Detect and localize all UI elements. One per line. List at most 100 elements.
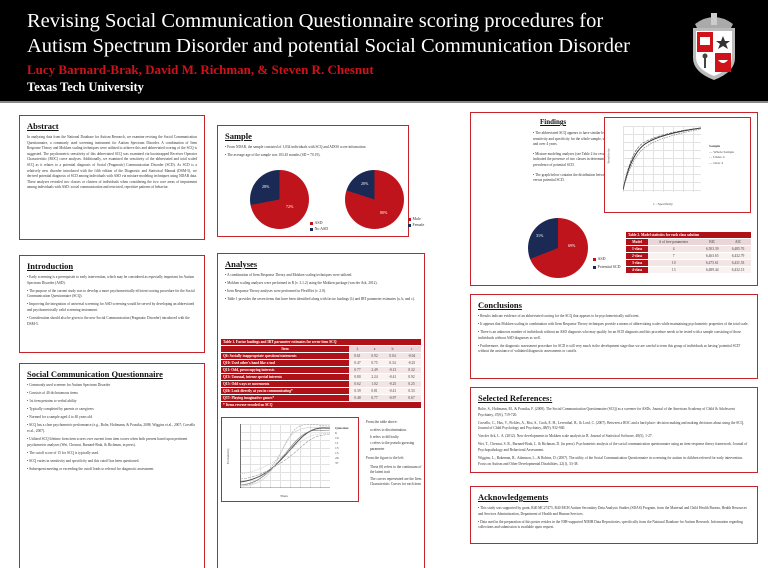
roc-ylabel: Sensitivity [606, 148, 611, 164]
scq-bullet: • Utilized SCQ lifetime form item scores… [27, 437, 188, 447]
value-cell: 0.77 [366, 395, 383, 401]
table2-header: BIC [699, 239, 726, 245]
table2-header: Model [626, 239, 649, 245]
table-row: Q10: Used other's hand like a tool 0.47 … [221, 360, 421, 366]
introduction-section: Introduction • Early screening is a prer… [19, 255, 205, 353]
value-cell: 6,432.13 [725, 267, 751, 273]
roc-legend-title: Sample [709, 144, 721, 148]
acknowledgements-section: Acknowledgements • This study was suppor… [470, 486, 758, 544]
value-cell: 0.77 [349, 367, 366, 373]
table1-header: Item [221, 346, 349, 352]
sample-section: Sample • From NDAR, the sample consisted… [217, 125, 409, 237]
notes-from-figure: From the figure to the left: [366, 456, 405, 461]
item-cell: Q13: Unusual, intense special interests [221, 374, 349, 380]
pie1-major-label: 72% [286, 204, 294, 209]
legend-swatch [408, 223, 411, 227]
intro-bullet: • The purpose of the current study was t… [27, 288, 195, 299]
value-cell: 0.34 [383, 360, 402, 366]
value-cell: -0.04 [401, 353, 421, 359]
scq-bullet: • Commonly used screener for Autism Spec… [27, 383, 111, 387]
institution: Texas Tech University [27, 80, 144, 94]
note-item: The curves represented are the Item Char… [370, 476, 422, 487]
value-cell: 2.49 [366, 367, 383, 373]
roc-legend-item: Over 4 [713, 160, 723, 165]
table-row: Q37: Playing imaginative games* 0.48 0.7… [221, 395, 421, 401]
scq-bullet: • 1st item pertains to verbal ability [27, 399, 77, 404]
roc-legend-item: Under 4 [713, 155, 725, 159]
value-cell: -0.41 [383, 388, 402, 394]
analyses-bullet: • Table 1 provides the seven items that … [225, 297, 415, 302]
pie1-legend: ASD No ASD [310, 220, 328, 232]
value-cell: 10 [648, 260, 700, 266]
value-cell: 6,503.39 [699, 246, 726, 252]
icc-legend-item: 15 [335, 451, 339, 455]
value-cell: -0.13 [383, 367, 402, 373]
reference-item: Wei, T., Chesnut, S. R., Barnard-Brak, L… [478, 442, 748, 453]
value-cell: 0.33 [401, 388, 421, 394]
roc-xlabel: 1 - Specificity [653, 202, 673, 206]
legend-label: ASD [597, 256, 606, 261]
value-cell: 0.47 [349, 360, 366, 366]
reference-item: Van der Ark, L. A. (2012). New developme… [478, 434, 653, 439]
legend-swatch [310, 221, 313, 225]
scq-bullet: • The cutoff score of 15 for SCQ is typi… [27, 450, 100, 455]
legend-label: Male [412, 216, 421, 221]
table2-header: AIC [725, 239, 751, 245]
intro-bullet: • Consideration should also be given to … [27, 316, 190, 326]
scd-pie-chart [528, 218, 588, 278]
icc-legend-item: 13 [335, 446, 339, 450]
analyses-section: Analyses • A combination of Item Respons… [217, 253, 425, 568]
icc-legend-item: 37 [335, 461, 339, 465]
value-cell: 0.25 [401, 381, 421, 387]
table1: Table 1. Factor loadings and IRT paramet… [221, 338, 421, 409]
table-row: 3-class 10 6,475.61 6,431.53 [626, 260, 751, 266]
scq-bullet: • SCQ varies in sensitivity and specific… [27, 458, 140, 463]
value-cell: 0.04 [383, 353, 402, 359]
header-divider [0, 101, 768, 103]
analyses-bullet: • A combination of Item Response Theory … [225, 273, 353, 277]
abstract-section: Abstract In analyzing data from the Nati… [19, 115, 205, 240]
scq-bullet: • Subsequent meeting or exceeding the cu… [27, 467, 155, 472]
scq-bullet: • SCQ has a clear psychometric performan… [27, 423, 196, 434]
value-cell: -0.25 [383, 381, 402, 387]
sample-bullet: • From NDAR, the sample consisted of 1,0… [225, 145, 367, 149]
table2-caption: Table 2. Model statistics for each class… [626, 232, 751, 238]
sample-bullet: • The average age of the sample was 103.… [225, 153, 321, 158]
icc-ylabel: Probability [225, 448, 230, 464]
legend-swatch [593, 265, 596, 269]
authors: Lucy Barnard-Brak, David M. Richman, & S… [27, 62, 374, 77]
table-row: Q13: Unusual, intense special interests … [221, 374, 421, 380]
value-cell: 0.92 [401, 374, 421, 380]
icc-xlabel: Theta [280, 494, 288, 498]
table1-footnote: * Items reverse-recoded on SCQ [221, 402, 421, 408]
icc-chart: Probability Theta Question 6 10 11 13 15… [221, 417, 359, 502]
table1-header: a [366, 346, 383, 352]
notes-panel: From the table above: a refers to discri… [366, 420, 422, 489]
value-cell: 6,431.53 [725, 260, 751, 266]
pie1-minor-label: 28% [262, 184, 270, 189]
legend-swatch [408, 217, 411, 221]
value-cell: 6,475.61 [699, 260, 726, 266]
roc-legend-item: Whole Sample [713, 149, 735, 154]
references-heading: Selected References: [478, 393, 553, 403]
note-item: c refers to the pseudo guessing paramete… [370, 441, 415, 451]
findings-section: Findings • The abbreviated SCQ appears t… [470, 112, 758, 286]
reference-item: Wiggins, L., Bakeman, R., Adamson, L., &… [478, 456, 743, 466]
findings-bullet: • Mixture modeling analyses (see Table 2… [533, 151, 614, 167]
table-row: Q26: Look directly at you in communicati… [221, 388, 421, 394]
value-cell: 6,489.44 [699, 267, 726, 273]
pie2-legend-outer: Male Female [408, 216, 424, 228]
roc-grid [623, 126, 701, 192]
title-line-1: Revising Social Communication Questionna… [27, 10, 604, 32]
asd-pie-chart [250, 170, 309, 229]
value-cell: 0.80 [349, 374, 366, 380]
value-cell: 0.62 [349, 381, 366, 387]
table2-header: # of free parameters [648, 239, 700, 245]
icc-legend-title: Question [335, 426, 349, 430]
icc-legend: Question 6 10 11 13 15 26 37 [335, 426, 348, 466]
item-cell: Q37: Playing imaginative games* [221, 395, 349, 401]
table-row: Q6: Socially inappropriate questions/sta… [221, 353, 421, 359]
title-line-2: Autism Spectrum Disorder and potential S… [27, 35, 630, 57]
intro-bullet: • Improving the integration of universal… [27, 302, 195, 312]
value-cell: 4 [648, 246, 700, 252]
